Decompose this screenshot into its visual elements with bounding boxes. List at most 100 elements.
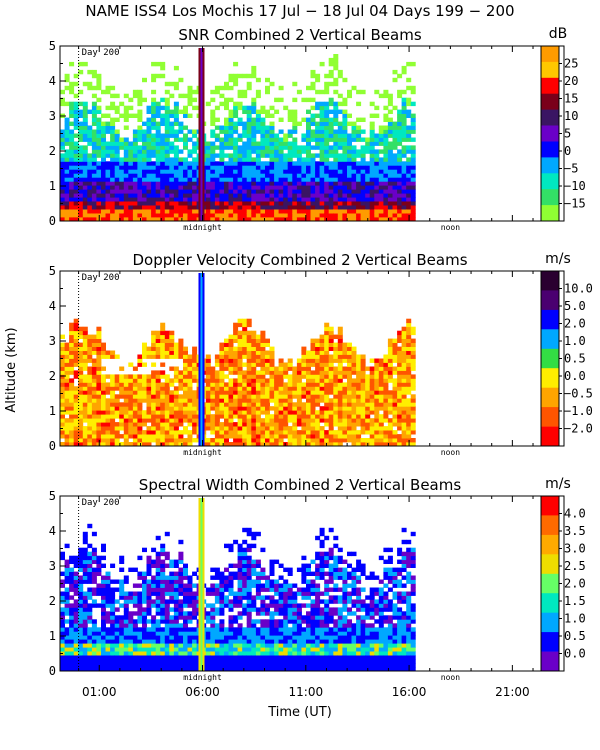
heatmap-cell: [169, 334, 175, 339]
heatmap-cell: [205, 177, 211, 182]
heatmap-cell: [169, 113, 175, 118]
heatmap-cell: [319, 117, 325, 122]
heatmap-cell: [60, 101, 65, 107]
heatmap-cell: [91, 137, 97, 142]
heatmap-cell: [87, 563, 93, 568]
heatmap-cell: [151, 354, 157, 359]
heatmap-cell: [228, 97, 234, 103]
heatmap-cell: [155, 623, 161, 628]
heatmap-cell: [406, 101, 412, 107]
heatmap-cell: [301, 434, 307, 439]
heatmap-cell: [269, 386, 275, 391]
heatmap-cell: [401, 129, 407, 134]
heatmap-cell: [251, 73, 257, 79]
heatmap-cell: [251, 386, 257, 391]
heatmap-cell: [142, 217, 147, 222]
heatmap-cell: [328, 193, 334, 198]
heatmap-cell: [283, 133, 289, 138]
heatmap-cell: [110, 121, 116, 126]
heatmap-cell: [96, 358, 102, 363]
heatmap-cell: [387, 125, 393, 130]
heatmap-cell: [265, 338, 270, 343]
heatmap-cell: [101, 591, 106, 596]
heatmap-cell: [146, 607, 152, 612]
heatmap-cell: [132, 663, 138, 668]
heatmap-cell: [114, 217, 120, 222]
heatmap-cell: [60, 193, 65, 198]
heatmap-cell: [123, 579, 129, 584]
heatmap-cell: [87, 386, 93, 391]
heatmap-cell: [114, 117, 120, 122]
heatmap-cell: [315, 173, 321, 178]
heatmap-cell: [360, 137, 366, 142]
heatmap-cell: [82, 386, 88, 391]
heatmap-cell: [406, 189, 412, 194]
heatmap-cell: [274, 177, 280, 182]
heatmap-cell: [151, 418, 157, 423]
heatmap-cell: [233, 334, 239, 339]
heatmap-cell: [246, 157, 252, 162]
heatmap-cell: [246, 213, 252, 218]
heatmap-cell: [128, 374, 134, 379]
heatmap-cell: [347, 370, 352, 375]
heatmap-cell: [315, 189, 321, 194]
heatmap-cell: [142, 442, 147, 447]
heatmap-cell: [132, 93, 138, 99]
heatmap-cell: [319, 157, 325, 162]
heatmap-cell: [306, 386, 311, 391]
heatmap-cell: [255, 422, 261, 427]
heatmap-cell: [306, 434, 311, 439]
heatmap-cell: [87, 209, 93, 214]
heatmap-cell: [91, 101, 97, 107]
heatmap-cell: [383, 426, 389, 431]
heatmap-cell: [374, 398, 380, 403]
heatmap-cell: [255, 169, 261, 174]
heatmap-cell: [251, 390, 257, 395]
heatmap-cell: [397, 414, 403, 419]
heatmap-cell: [132, 386, 138, 391]
heatmap-cell: [119, 193, 125, 198]
heatmap-cell: [406, 61, 412, 67]
heatmap-cell: [269, 209, 275, 214]
heatmap-cell: [164, 189, 170, 194]
heatmap-cell: [219, 398, 225, 403]
heatmap-cell: [64, 161, 70, 166]
heatmap-cell: [337, 342, 343, 347]
heatmap-cell: [214, 133, 220, 138]
heatmap-cell: [183, 362, 188, 367]
heatmap-cell: [110, 647, 116, 652]
heatmap-cell: [137, 137, 143, 142]
heatmap-cell: [151, 398, 157, 403]
heatmap-cell: [187, 591, 193, 596]
heatmap-cell: [178, 623, 184, 628]
heatmap-cell: [155, 611, 161, 616]
heatmap-cell: [269, 177, 275, 182]
heatmap-cell: [410, 201, 416, 206]
heatmap-cell: [242, 213, 248, 218]
heatmap-cell: [387, 354, 393, 359]
heatmap-cell: [337, 165, 343, 170]
heatmap-cell: [251, 382, 257, 387]
heatmap-cell: [310, 338, 316, 343]
heatmap-cell: [73, 563, 79, 568]
heatmap-cell: [219, 390, 225, 395]
heatmap-cell: [101, 197, 106, 202]
heatmap-cell: [255, 185, 261, 190]
heatmap-cell: [60, 619, 65, 624]
heatmap-cell: [64, 643, 70, 648]
heatmap-cell: [82, 623, 88, 628]
heatmap-cell: [242, 318, 248, 324]
heatmap-cell: [60, 209, 65, 214]
heatmap-cell: [78, 575, 84, 580]
heatmap-cell: [164, 627, 170, 632]
heatmap-cell: [255, 93, 261, 99]
heatmap-cell: [324, 422, 330, 427]
heatmap-cell: [378, 217, 384, 222]
heatmap-cell: [173, 667, 179, 672]
heatmap-cell: [178, 663, 184, 668]
heatmap-cell: [406, 109, 412, 114]
heatmap-cell: [192, 201, 198, 206]
heatmap-cell: [187, 603, 193, 608]
heatmap-cell: [360, 153, 366, 158]
heatmap-cell: [387, 141, 393, 146]
